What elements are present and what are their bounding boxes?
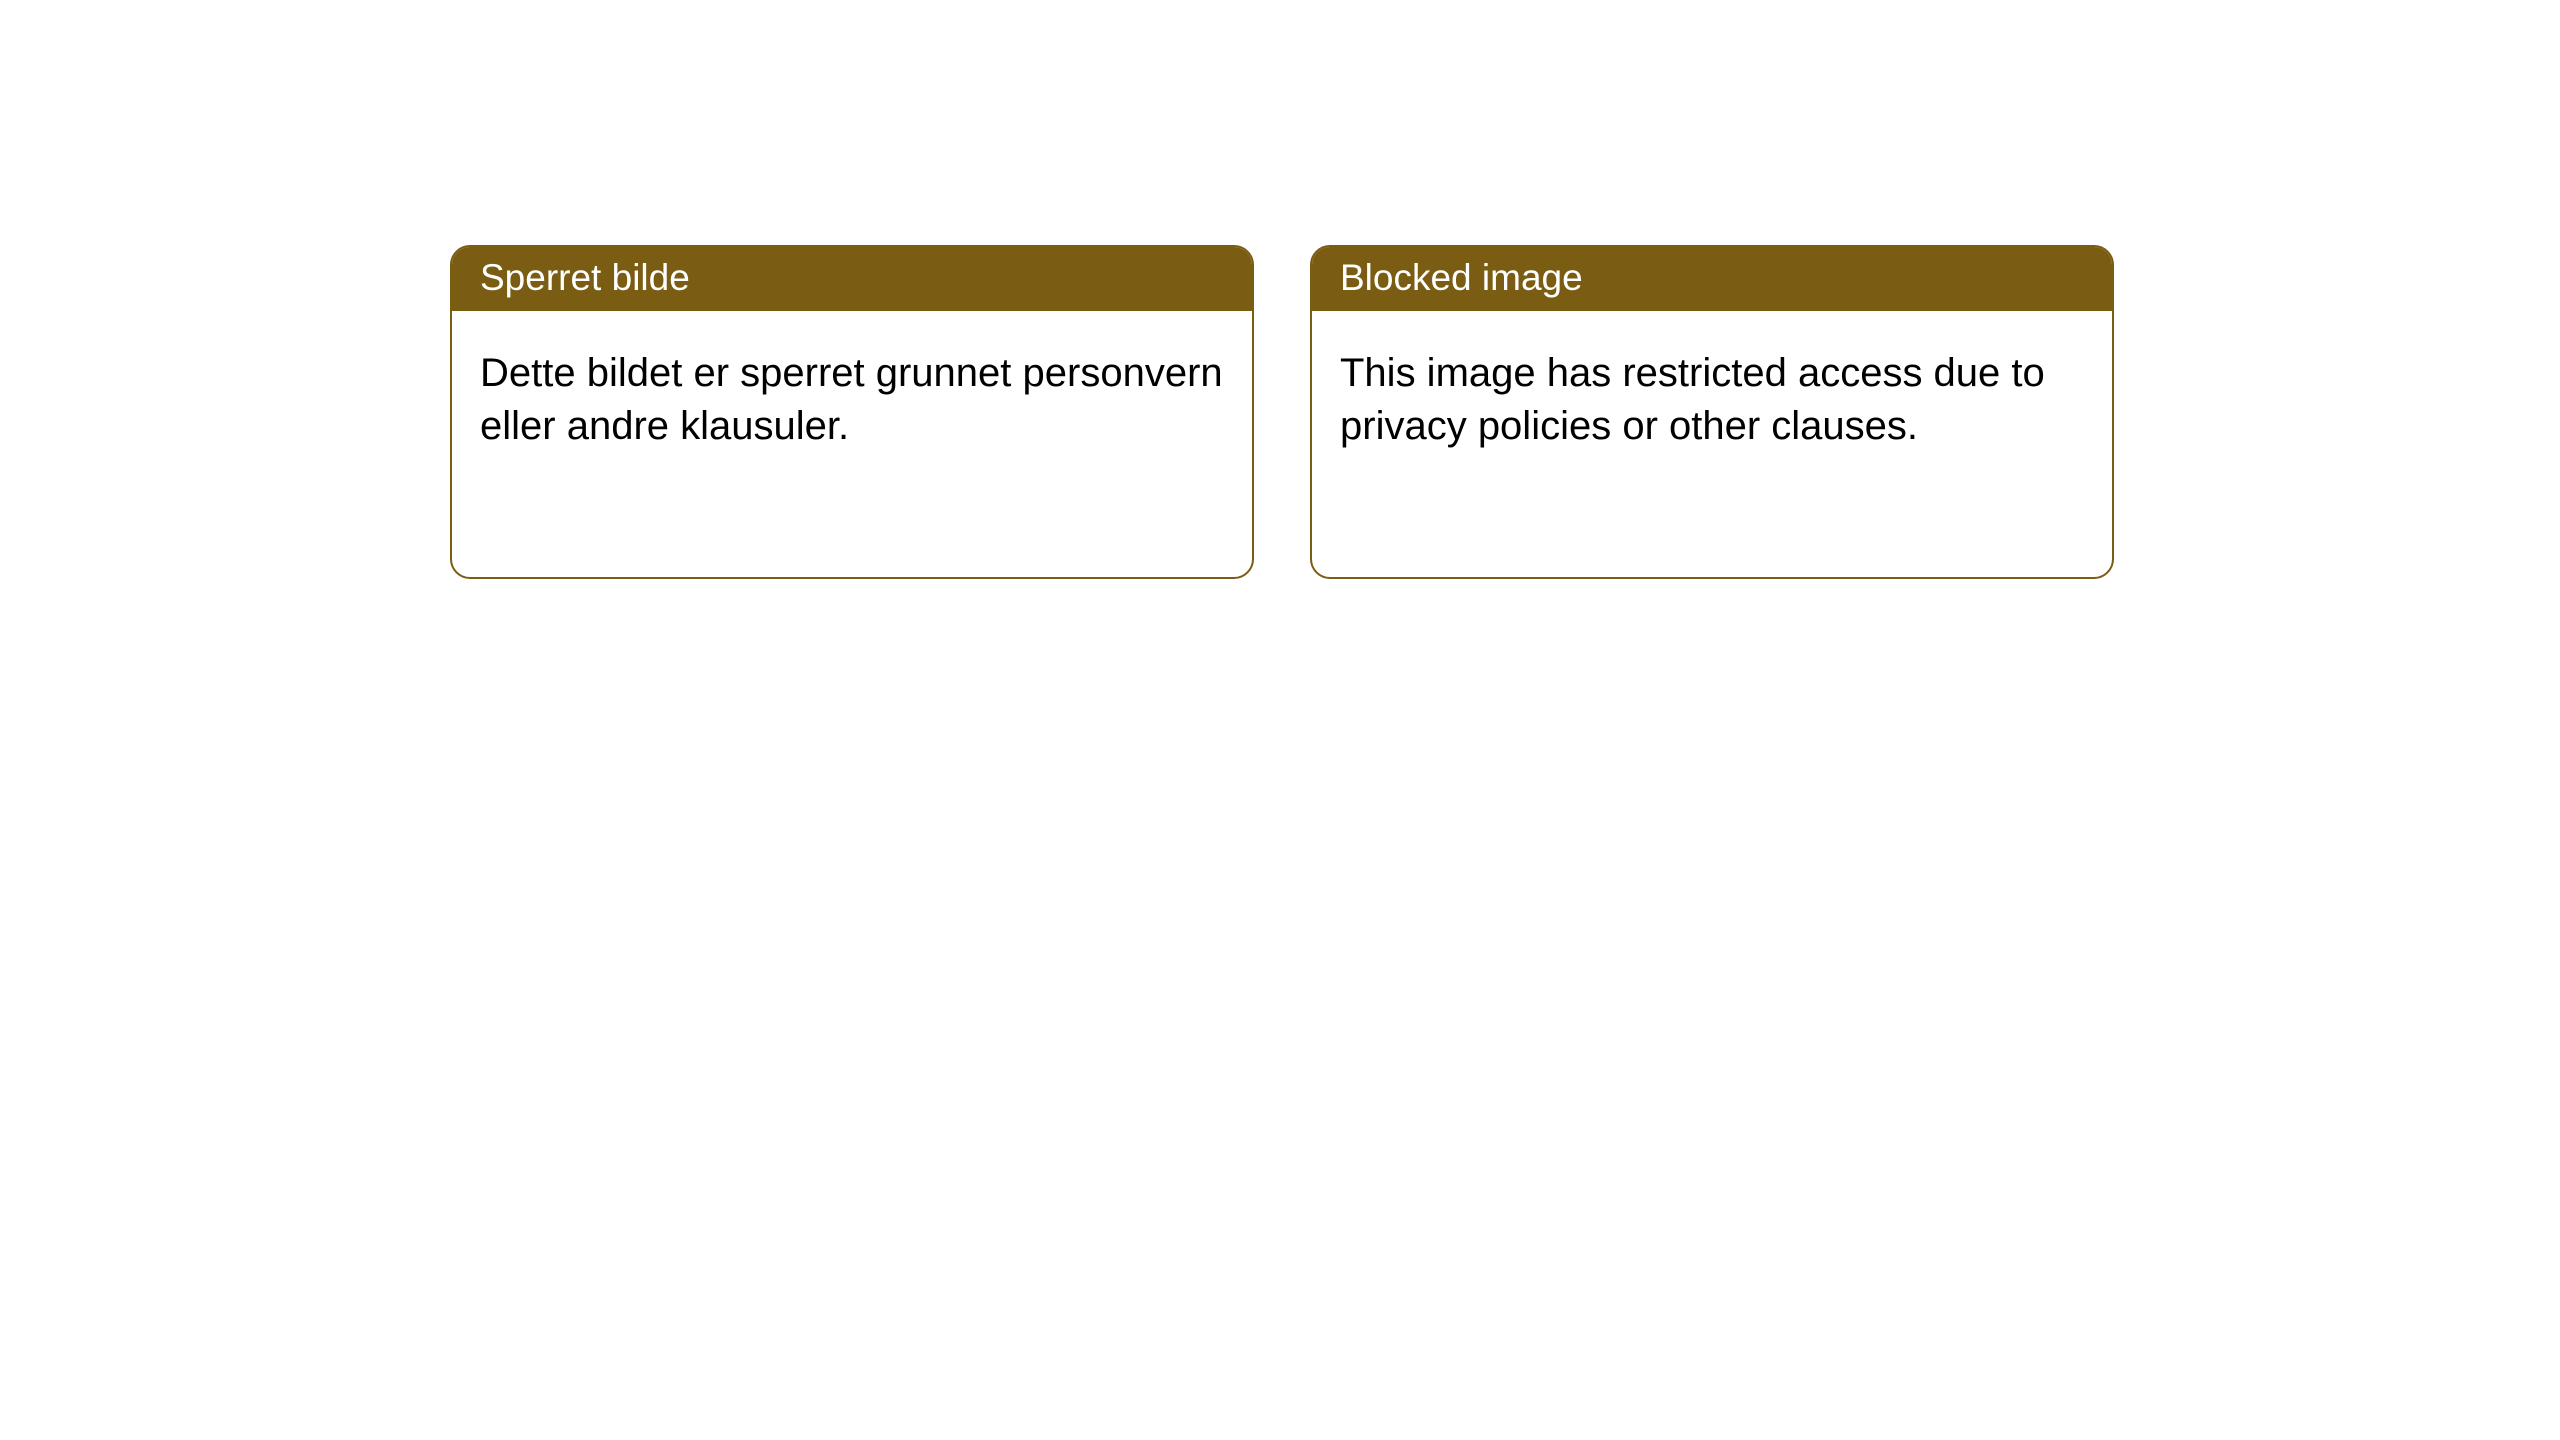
notice-box-norwegian: Sperret bilde Dette bildet er sperret gr… bbox=[450, 245, 1254, 579]
notice-body: Dette bildet er sperret grunnet personve… bbox=[452, 311, 1252, 481]
notice-body: This image has restricted access due to … bbox=[1312, 311, 2112, 481]
notice-container: Sperret bilde Dette bildet er sperret gr… bbox=[450, 245, 2114, 579]
notice-box-english: Blocked image This image has restricted … bbox=[1310, 245, 2114, 579]
notice-header: Blocked image bbox=[1312, 247, 2112, 311]
notice-header: Sperret bilde bbox=[452, 247, 1252, 311]
